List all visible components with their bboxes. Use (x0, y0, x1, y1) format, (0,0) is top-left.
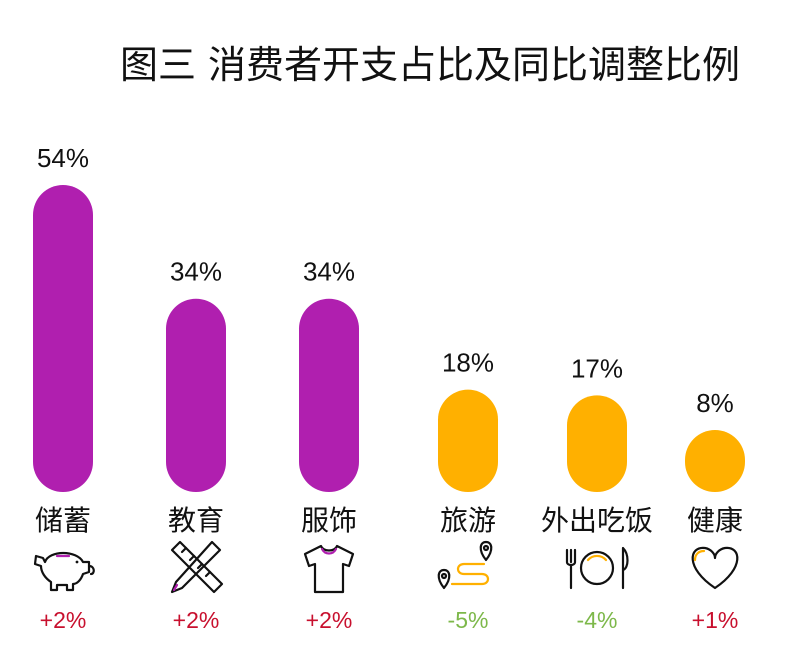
change-label-2: +2% (173, 607, 220, 633)
category-label-6: 健康 (687, 504, 743, 537)
value-label-5: 17% (571, 353, 623, 383)
value-label-6: 8% (696, 388, 734, 418)
route-map-icon (437, 540, 493, 590)
category-label-4: 旅游 (440, 504, 496, 537)
value-labels-layer: 54% 34% 34% 18% 17% 8% (37, 143, 734, 418)
category-labels-layer: 储蓄 教育 服饰 旅游 外出吃饭 健康 (35, 504, 743, 537)
bar-4 (438, 389, 498, 492)
tshirt-icon (303, 544, 355, 594)
bar-2 (166, 298, 226, 492)
value-label-4: 18% (442, 348, 494, 378)
change-label-5: -4% (577, 607, 618, 633)
value-label-2: 34% (170, 257, 222, 287)
change-label-1: +2% (40, 607, 87, 633)
change-labels-layer: +2% +2% +2% -5% -4% +1% (40, 607, 739, 633)
chart-title: 图三 消费者开支占比及同比调整比例 (120, 43, 740, 87)
change-label-4: -5% (448, 607, 489, 633)
bar-3 (299, 298, 359, 492)
bar-6 (685, 430, 745, 492)
ruler-pencil-icon (170, 540, 224, 594)
category-label-2: 教育 (168, 504, 224, 537)
category-label-1: 储蓄 (35, 504, 91, 537)
category-label-3: 服饰 (301, 504, 357, 537)
value-label-1: 54% (37, 143, 89, 173)
heart-icon (691, 546, 739, 590)
change-label-6: +1% (692, 607, 739, 633)
value-label-3: 34% (303, 257, 355, 287)
bar-5 (567, 395, 627, 492)
bar-1 (33, 185, 93, 492)
change-label-3: +2% (306, 607, 353, 633)
piggy-bank-icon (33, 551, 95, 592)
bars-layer (33, 185, 745, 492)
icons-layer (33, 540, 739, 594)
plate-fork-knife-icon (565, 546, 629, 590)
category-label-5: 外出吃饭 (541, 504, 653, 537)
